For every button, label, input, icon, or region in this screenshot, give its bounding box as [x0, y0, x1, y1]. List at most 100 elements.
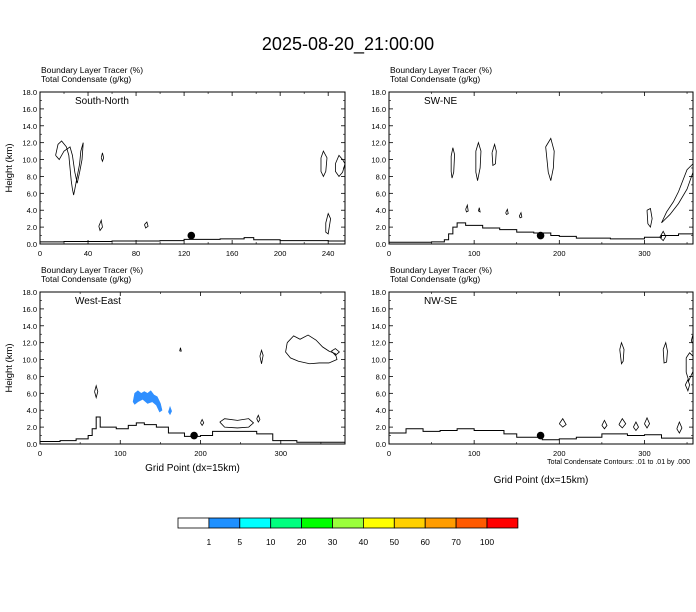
- y-tick-label: 2.0: [376, 423, 386, 432]
- cloud-contour: [661, 162, 694, 224]
- location-marker: [536, 231, 545, 240]
- cloud-contour: [256, 414, 261, 423]
- x-tick-label: 100: [468, 449, 481, 458]
- cloud-contour: [334, 154, 346, 178]
- colorbar-swatch: [424, 517, 457, 529]
- colorbar-swatch: [177, 517, 210, 529]
- colorbar-label: 70: [451, 537, 461, 547]
- cloud-contour: [676, 420, 683, 434]
- cloud-contour: [285, 334, 338, 365]
- y-tick-label: 18.0: [22, 288, 37, 297]
- colorbar-label: 1: [207, 537, 212, 547]
- x-tick-label: 200: [553, 449, 566, 458]
- y-tick-label: 12.0: [22, 139, 37, 148]
- plot-frame: [39, 91, 346, 245]
- y-axis-label: Height (km): [4, 343, 15, 392]
- colorbar-label: 50: [390, 537, 400, 547]
- y-tick-label: 10.0: [371, 156, 386, 165]
- cloud-contour: [478, 207, 481, 213]
- location-marker: [187, 231, 196, 240]
- y-tick-label: 6.0: [27, 389, 37, 398]
- cloud-contour: [662, 341, 668, 364]
- colorbar-swatch: [393, 517, 426, 529]
- panel-label: NW-SE: [424, 296, 457, 307]
- colorbar-label: 10: [266, 537, 276, 547]
- boundary-layer-line: [40, 416, 345, 443]
- y-tick-label: 10.0: [22, 156, 37, 165]
- boundary-layer-line: [389, 428, 694, 441]
- boundary-layer-line: [389, 222, 693, 243]
- colorbar-swatch: [239, 517, 272, 529]
- x-tick-label: 240: [322, 249, 335, 258]
- colorbar-label: 60: [420, 537, 430, 547]
- y-tick-label: 4.0: [376, 206, 386, 215]
- x-tick-label: 100: [468, 249, 481, 258]
- colorbar-label: 20: [297, 537, 307, 547]
- cloud-contour: [200, 418, 205, 427]
- y-tick-label: 0.0: [27, 440, 37, 449]
- x-tick-label: 160: [226, 249, 239, 258]
- y-tick-label: 0.0: [27, 240, 37, 249]
- cloud-contour: [325, 212, 332, 235]
- panel-header-line: Boundary Layer Tracer (%): [41, 65, 143, 75]
- panels: Boundary Layer Tracer (%) Total Condensat…: [4, 65, 694, 486]
- panel-header-line: Boundary Layer Tracer (%): [41, 265, 143, 275]
- panel-south-north: Boundary Layer Tracer (%)Total Condensat…: [4, 65, 346, 258]
- y-tick-label: 16.0: [22, 105, 37, 114]
- cloud-contour: [545, 137, 555, 181]
- panel-header-line: Total Condensate (g/kg): [390, 274, 480, 284]
- panel-nw-se: Boundary Layer Tracer (%)Total Condensat…: [371, 265, 694, 486]
- colorbar-label: 100: [480, 537, 494, 547]
- y-tick-label: 18.0: [371, 88, 386, 97]
- cloud-contour: [619, 341, 625, 365]
- y-tick-label: 6.0: [27, 189, 37, 198]
- y-tick-label: 14.0: [371, 322, 386, 331]
- y-tick-label: 10.0: [22, 356, 37, 365]
- plot-frame: [388, 291, 694, 445]
- colorbar-label: 40: [359, 537, 369, 547]
- y-tick-label: 6.0: [376, 189, 386, 198]
- y-tick-label: 16.0: [371, 305, 386, 314]
- location-marker: [190, 431, 198, 440]
- colorbar-swatch: [455, 517, 488, 529]
- y-tick-label: 16.0: [22, 305, 37, 314]
- x-axis-label: Grid Point (dx=15km): [145, 463, 240, 474]
- colorbar-swatch: [208, 517, 241, 529]
- figure-title: 2025-08-20_21:00:00: [262, 34, 434, 55]
- y-tick-label: 6.0: [376, 389, 386, 398]
- x-tick-label: 0: [38, 449, 42, 458]
- x-tick-label: 0: [387, 249, 391, 258]
- condensate-shading: [168, 405, 172, 416]
- panel-header-line: Boundary Layer Tracer (%): [390, 65, 492, 75]
- x-tick-label: 300: [638, 249, 651, 258]
- cloud-contour: [179, 347, 182, 352]
- y-tick-label: 14.0: [371, 122, 386, 131]
- x-tick-label: 300: [275, 449, 288, 458]
- x-tick-label: 0: [387, 449, 391, 458]
- cloud-contour: [320, 150, 328, 178]
- panel-label: West-East: [75, 296, 121, 307]
- y-tick-label: 4.0: [27, 406, 37, 415]
- cloud-contour: [144, 221, 149, 229]
- y-axis-label: Height (km): [4, 143, 15, 192]
- condensate-shading: [132, 390, 163, 413]
- cloud-contour: [450, 147, 455, 179]
- y-tick-label: 18.0: [371, 288, 386, 297]
- colorbar-swatch: [332, 517, 364, 529]
- x-tick-label: 200: [553, 249, 566, 258]
- panel-label: South-North: [75, 96, 129, 107]
- boundary-layer-line: [40, 237, 346, 243]
- cloud-contour: [644, 416, 651, 429]
- cloud-contour: [100, 152, 105, 163]
- cloud-contour: [465, 203, 469, 213]
- y-tick-label: 14.0: [22, 122, 37, 131]
- colorbar-swatch: [362, 517, 395, 529]
- y-tick-label: 8.0: [27, 372, 37, 381]
- y-tick-label: 12.0: [22, 339, 37, 348]
- cloud-contour: [475, 141, 482, 181]
- y-tick-label: 14.0: [22, 322, 37, 331]
- x-tick-label: 40: [84, 249, 92, 258]
- cloud-contour: [646, 207, 653, 229]
- colorbar-swatch: [270, 517, 303, 529]
- colorbar-label: 5: [237, 537, 242, 547]
